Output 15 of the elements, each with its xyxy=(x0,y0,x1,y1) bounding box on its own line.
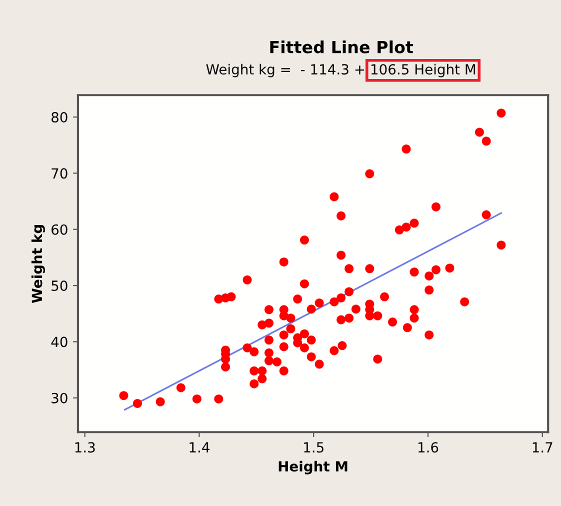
y-tick-label: 60 xyxy=(52,224,68,235)
chart-title: Fitted Line Plot xyxy=(270,40,414,54)
y-tick-label: 40 xyxy=(51,336,68,348)
x-tick-label: 1.5 xyxy=(304,442,324,453)
chart-subtitle: Weight kg = - 114.3 + 106.5 Height M xyxy=(206,64,476,78)
x-axis-title: Height M xyxy=(278,460,348,474)
y-tick-label: 30 xyxy=(52,392,68,404)
y-tick-label: 80 xyxy=(52,112,68,123)
y-axis-title: Weight kg xyxy=(31,225,46,303)
y-tick-label: 50 xyxy=(52,280,68,292)
y-tick-label: 70 xyxy=(52,168,68,179)
x-tick-label: 1.7 xyxy=(532,442,552,452)
x-tick-label: 1.4 xyxy=(190,442,210,452)
x-tick-label: 1.6 xyxy=(418,442,438,453)
x-tick-label: 1.3 xyxy=(75,442,95,453)
